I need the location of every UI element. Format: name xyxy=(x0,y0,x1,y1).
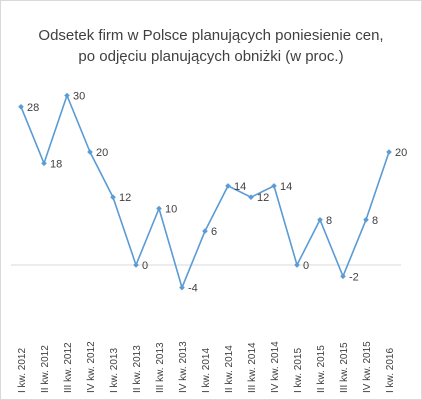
data-point xyxy=(225,183,231,189)
data-label: 18 xyxy=(50,158,62,170)
data-label: 0 xyxy=(303,260,309,272)
x-tick-label: II kw. 2015 xyxy=(316,345,327,393)
data-point xyxy=(179,284,185,291)
data-label: 20 xyxy=(395,147,407,159)
x-tick-label: II kw. 2012 xyxy=(40,345,51,393)
data-point xyxy=(248,194,254,200)
data-point xyxy=(317,217,323,223)
x-tick-label: I kw. 2013 xyxy=(109,348,120,393)
chart-title-line-1: Odsetek firm w Polsce planujących ponies… xyxy=(38,27,384,44)
x-tick-label: I kw. 2014 xyxy=(201,348,212,393)
x-tick-label: III kw. 2014 xyxy=(247,342,258,393)
data-label: 8 xyxy=(326,215,332,227)
data-label: 28 xyxy=(27,102,39,114)
x-tick-label: I kw. 2016 xyxy=(385,348,396,393)
chart-title: Odsetek firm w Polsce planujących ponies… xyxy=(1,25,421,67)
data-point xyxy=(41,160,47,167)
data-label: -2 xyxy=(349,271,359,283)
data-point xyxy=(202,228,208,234)
data-point xyxy=(340,273,346,280)
data-label: 14 xyxy=(234,181,246,193)
data-label: 0 xyxy=(142,260,148,272)
chart-title-line-2: po odjęciu planujących obniżki (w proc.) xyxy=(78,48,344,65)
x-tick-label: I kw. 2015 xyxy=(293,348,304,393)
data-label: 30 xyxy=(73,91,85,103)
x-tick-label: II kw. 2013 xyxy=(132,345,143,393)
data-label: 12 xyxy=(119,192,131,204)
x-tick-label: IV kw. 2014 xyxy=(270,341,281,393)
data-label: 10 xyxy=(165,204,177,216)
data-label: 20 xyxy=(96,147,108,159)
data-point xyxy=(133,262,139,268)
data-point xyxy=(386,149,392,155)
data-point xyxy=(18,104,24,110)
data-label: -4 xyxy=(188,283,198,295)
x-tick-label: IV kw. 2013 xyxy=(178,341,189,393)
x-tick-label: II kw. 2014 xyxy=(224,345,235,393)
data-point xyxy=(271,183,277,189)
data-point xyxy=(363,217,369,223)
data-point xyxy=(294,262,300,268)
data-label: 6 xyxy=(211,226,217,238)
series-line xyxy=(20,94,390,289)
x-tick-label: III kw. 2012 xyxy=(63,342,74,393)
data-point xyxy=(87,149,93,155)
x-tick-label: I kw. 2012 xyxy=(17,348,28,393)
data-label: 14 xyxy=(280,181,292,193)
x-tick-label: III kw. 2013 xyxy=(155,342,166,393)
data-point xyxy=(64,92,70,99)
x-tick-label: IV kw. 2012 xyxy=(86,341,97,393)
data-label: 8 xyxy=(372,215,378,227)
data-label: 12 xyxy=(257,192,269,204)
x-tick-label: III kw. 2015 xyxy=(339,342,350,393)
data-point xyxy=(156,205,162,212)
data-point xyxy=(110,194,116,200)
x-tick-label: IV kw. 2015 xyxy=(362,341,373,393)
